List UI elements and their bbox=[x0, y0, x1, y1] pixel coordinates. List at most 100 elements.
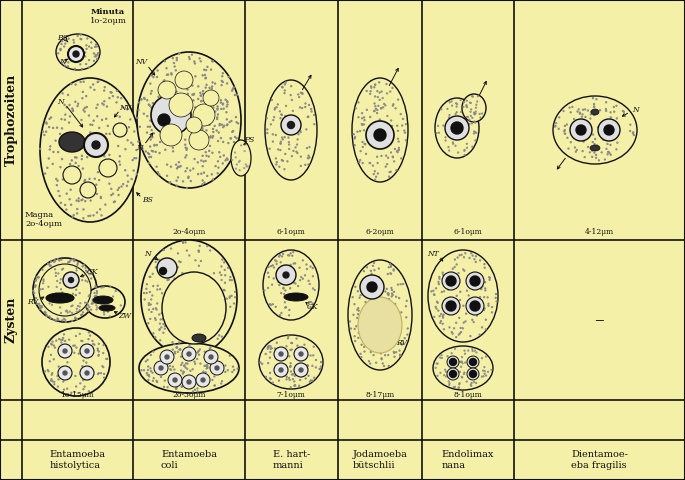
Circle shape bbox=[46, 131, 47, 132]
Circle shape bbox=[59, 260, 60, 261]
Circle shape bbox=[184, 106, 185, 107]
Circle shape bbox=[169, 271, 170, 272]
Circle shape bbox=[354, 328, 355, 329]
Circle shape bbox=[300, 380, 301, 381]
Circle shape bbox=[185, 147, 186, 148]
Circle shape bbox=[132, 160, 133, 161]
Circle shape bbox=[370, 91, 371, 92]
Circle shape bbox=[156, 309, 157, 310]
Circle shape bbox=[62, 292, 63, 293]
Circle shape bbox=[121, 186, 122, 187]
Circle shape bbox=[84, 111, 85, 112]
Circle shape bbox=[404, 130, 405, 131]
Circle shape bbox=[83, 389, 84, 390]
Circle shape bbox=[386, 93, 388, 94]
Text: Minuta: Minuta bbox=[91, 8, 125, 16]
Circle shape bbox=[197, 162, 198, 163]
Circle shape bbox=[206, 130, 207, 131]
Circle shape bbox=[156, 76, 158, 78]
Ellipse shape bbox=[182, 375, 196, 389]
Circle shape bbox=[475, 111, 476, 112]
Circle shape bbox=[469, 359, 477, 365]
Circle shape bbox=[194, 61, 195, 62]
Circle shape bbox=[234, 95, 236, 96]
Circle shape bbox=[37, 303, 38, 304]
Circle shape bbox=[377, 96, 378, 97]
Circle shape bbox=[123, 183, 124, 185]
Circle shape bbox=[308, 375, 309, 376]
Ellipse shape bbox=[447, 356, 459, 368]
Circle shape bbox=[599, 110, 601, 111]
Ellipse shape bbox=[462, 94, 486, 122]
Circle shape bbox=[74, 54, 75, 55]
Circle shape bbox=[215, 366, 219, 370]
Circle shape bbox=[206, 368, 207, 369]
Circle shape bbox=[136, 174, 137, 175]
Circle shape bbox=[224, 269, 225, 270]
Circle shape bbox=[144, 293, 145, 294]
Circle shape bbox=[80, 82, 81, 83]
Circle shape bbox=[569, 107, 570, 108]
Circle shape bbox=[195, 260, 196, 261]
Circle shape bbox=[171, 267, 172, 268]
Circle shape bbox=[387, 116, 388, 117]
Circle shape bbox=[268, 272, 269, 273]
Circle shape bbox=[216, 119, 218, 120]
Circle shape bbox=[148, 104, 149, 105]
Circle shape bbox=[484, 267, 485, 268]
Circle shape bbox=[221, 108, 222, 109]
Circle shape bbox=[235, 297, 236, 298]
Circle shape bbox=[163, 265, 164, 266]
Circle shape bbox=[479, 297, 480, 298]
Circle shape bbox=[197, 351, 199, 352]
Circle shape bbox=[72, 259, 73, 260]
Circle shape bbox=[46, 122, 47, 123]
Ellipse shape bbox=[598, 119, 620, 141]
Circle shape bbox=[398, 99, 399, 100]
Ellipse shape bbox=[189, 130, 209, 150]
Circle shape bbox=[464, 155, 465, 156]
Circle shape bbox=[204, 357, 205, 358]
Circle shape bbox=[285, 82, 286, 83]
Circle shape bbox=[594, 115, 595, 116]
Circle shape bbox=[206, 84, 207, 85]
Circle shape bbox=[616, 105, 617, 106]
Circle shape bbox=[83, 109, 84, 110]
Circle shape bbox=[473, 133, 474, 134]
Circle shape bbox=[582, 114, 583, 115]
Circle shape bbox=[362, 146, 363, 147]
Circle shape bbox=[38, 277, 39, 278]
Circle shape bbox=[168, 74, 169, 75]
Circle shape bbox=[33, 290, 34, 291]
Circle shape bbox=[222, 259, 223, 260]
Ellipse shape bbox=[442, 297, 460, 315]
Circle shape bbox=[47, 370, 48, 371]
Circle shape bbox=[49, 127, 50, 128]
Ellipse shape bbox=[157, 258, 177, 278]
Circle shape bbox=[364, 351, 365, 352]
Circle shape bbox=[464, 353, 465, 354]
Circle shape bbox=[481, 288, 482, 289]
Circle shape bbox=[396, 352, 397, 353]
Circle shape bbox=[227, 101, 228, 103]
Circle shape bbox=[617, 142, 618, 143]
Ellipse shape bbox=[467, 356, 479, 368]
Circle shape bbox=[594, 104, 595, 105]
Circle shape bbox=[184, 122, 185, 123]
Circle shape bbox=[95, 286, 96, 287]
Circle shape bbox=[101, 299, 102, 300]
Circle shape bbox=[76, 347, 77, 348]
Circle shape bbox=[288, 142, 289, 143]
Circle shape bbox=[62, 268, 64, 269]
Circle shape bbox=[85, 56, 86, 57]
Circle shape bbox=[159, 366, 163, 370]
Circle shape bbox=[166, 97, 167, 98]
Text: 1o-2oμm: 1o-2oμm bbox=[90, 17, 127, 25]
Circle shape bbox=[157, 382, 158, 383]
Circle shape bbox=[56, 185, 58, 186]
Circle shape bbox=[311, 111, 312, 112]
Circle shape bbox=[79, 306, 80, 307]
Text: Zysten: Zysten bbox=[5, 297, 18, 343]
Circle shape bbox=[75, 375, 76, 376]
Circle shape bbox=[387, 274, 388, 275]
